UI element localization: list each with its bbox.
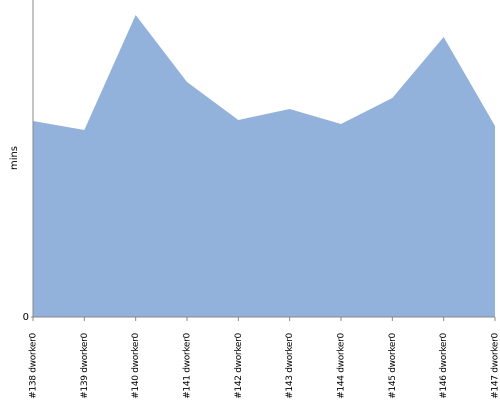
x-tick-label: #141 dworker0 [183,332,193,398]
x-tick-label: #145 dworker0 [388,332,398,398]
x-tick-label: #142 dworker0 [234,332,244,398]
x-tick-label: #144 dworker0 [337,332,347,398]
x-tick-label: #146 dworker0 [439,332,449,398]
x-tick-label: #143 dworker0 [285,332,295,398]
area [33,15,495,317]
x-tick-label: #147 dworker0 [491,332,500,398]
x-tick-label: #140 dworker0 [131,332,141,398]
y-tick-label: 0 [23,312,29,323]
x-tick-label: #139 dworker0 [80,332,90,398]
x-tick-label: #138 dworker0 [29,332,39,398]
y-axis-label: mins [9,146,20,170]
